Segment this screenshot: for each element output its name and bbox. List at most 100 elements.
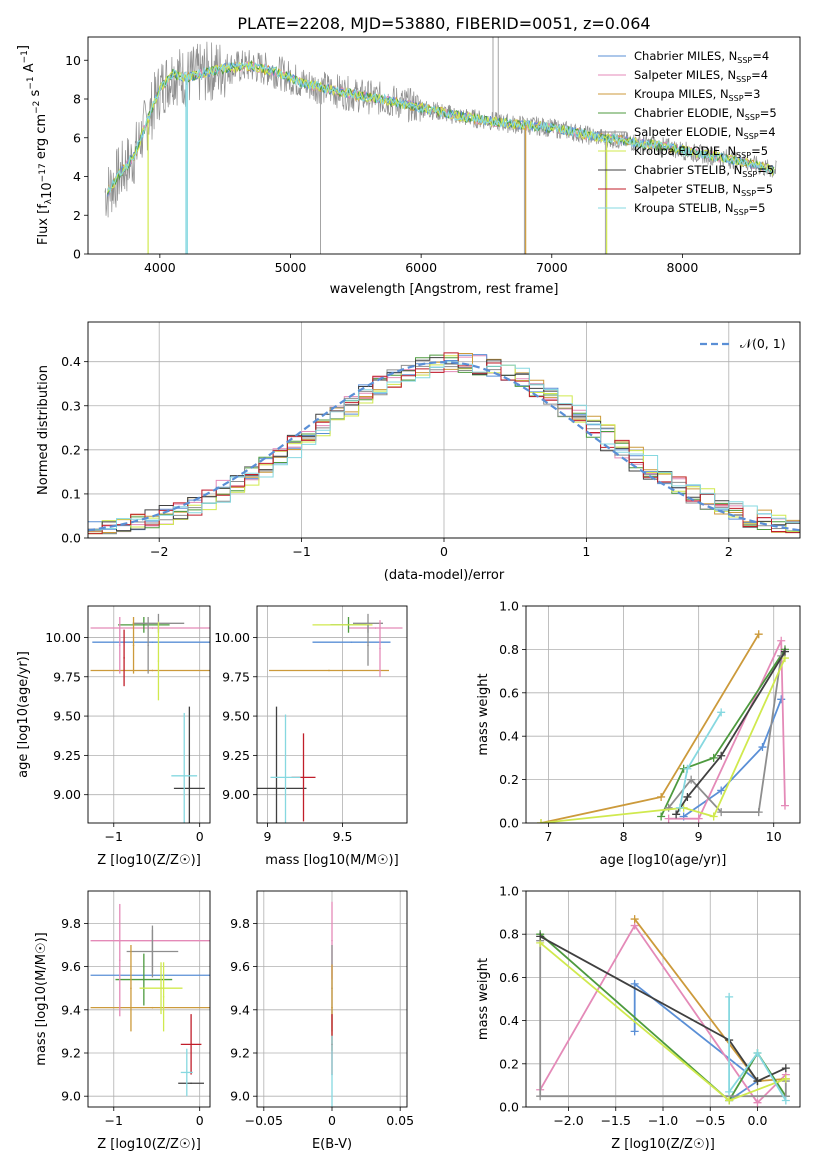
x-tick-label: 0 <box>196 829 204 844</box>
x-axis-label: Z [log10(Z/Z☉)] <box>97 1137 201 1152</box>
data-marker <box>630 1027 639 1036</box>
data-point <box>331 1006 333 1009</box>
mass-weight-line <box>668 640 786 820</box>
data-point <box>143 624 145 626</box>
y-tick-label: 0.0 <box>499 1100 519 1115</box>
y-tick-label: 9.2 <box>230 1046 250 1061</box>
legend-entry: Chabrier MILES, NSSP=4 <box>634 49 769 65</box>
x-tick-label: 8000 <box>667 260 699 275</box>
x-tick-label: 1 <box>582 544 590 559</box>
data-point <box>350 641 353 643</box>
residual-histogram <box>88 361 800 531</box>
y-tick-label: 10.00 <box>214 630 250 645</box>
normal-reference-curve <box>88 360 800 532</box>
y-tick-label: 0 <box>73 247 81 262</box>
mass-vs-ebv-panel: −0.05 0 0.05 9.0 9.2 9.4 9.6 9.8 E(B-V) <box>230 890 414 1152</box>
y-tick-label: 9.50 <box>222 709 250 724</box>
data-point <box>160 987 162 989</box>
data-marker <box>780 801 789 810</box>
data-point <box>275 787 278 790</box>
x-axis-label: E(B-V) <box>312 1137 352 1152</box>
plot-area <box>537 630 789 823</box>
y-axis-label: age [log10(age/yr)] <box>16 651 31 778</box>
x-tick-label: 5000 <box>275 260 307 275</box>
data-marker <box>777 695 786 704</box>
mass-weight-line <box>633 982 760 1102</box>
model-fit-line <box>107 60 775 191</box>
data-marker <box>725 1096 734 1105</box>
data-point <box>143 978 145 981</box>
y-tick-label: 8 <box>73 92 81 107</box>
y-tick-label: 0.6 <box>499 970 519 985</box>
data-marker <box>754 630 763 639</box>
legend-entry: Salpeter STELIB, NSSP=5 <box>634 182 773 198</box>
data-marker <box>781 1074 790 1083</box>
mass-weight-line <box>728 996 787 1101</box>
data-point <box>331 939 333 942</box>
data-marker <box>780 647 789 656</box>
y-tick-label: 0.2 <box>499 772 519 787</box>
data-point <box>151 641 154 643</box>
data-marker <box>717 786 726 795</box>
x-axis-label: wavelength [Angstrom, rest frame] <box>330 282 559 297</box>
x-tick-label: 0 <box>328 1113 336 1128</box>
data-point <box>190 1043 192 1046</box>
x-tick-label: 10 <box>766 829 782 844</box>
plot-area <box>536 915 790 1107</box>
data-point <box>188 787 191 790</box>
data-point <box>151 627 154 629</box>
mass-weight-line <box>675 651 786 815</box>
data-marker <box>537 819 546 823</box>
y-tick-label: 9.50 <box>53 709 81 724</box>
y-tick-label: 0.0 <box>499 816 519 831</box>
data-point <box>157 660 160 662</box>
data-marker <box>754 808 763 817</box>
data-marker <box>675 803 684 812</box>
data-marker <box>683 764 692 773</box>
x-tick-label: 0.0 <box>748 1113 768 1128</box>
data-marker <box>753 1077 762 1086</box>
data-marker <box>694 814 703 823</box>
x-tick-label: 0 <box>196 1113 204 1128</box>
x-tick-label: 8 <box>620 829 628 844</box>
plot-area <box>90 903 210 1097</box>
x-tick-label: 9 <box>264 829 272 844</box>
data-point <box>151 1006 154 1009</box>
data-point <box>331 1073 333 1076</box>
data-marker <box>709 753 718 762</box>
axes-frame <box>525 605 801 824</box>
x-tick-label: 9.5 <box>333 829 353 844</box>
data-point <box>123 657 125 659</box>
plot-area <box>88 352 800 535</box>
y-tick-label: 9.8 <box>61 916 81 931</box>
data-marker <box>683 792 692 801</box>
age-vs-mass-panel: 9 9.5 9.00 9.25 9.50 9.75 10.00 mass [log10(M/M… <box>214 605 408 868</box>
data-marker <box>630 979 639 988</box>
mass-weight-line <box>540 633 760 823</box>
x-tick-label: 0 <box>440 544 448 559</box>
x-tick-label: −1 <box>292 544 310 559</box>
x-axis-label: age [log10(age/yr)] <box>600 853 727 868</box>
data-marker <box>725 992 734 1001</box>
x-tick-label: −2.0 <box>553 1113 583 1128</box>
legend-entry: Salpeter MILES, NSSP=4 <box>634 68 768 84</box>
x-tick-label: −1.0 <box>648 1113 678 1128</box>
data-point <box>118 959 121 961</box>
data-point <box>190 1082 192 1085</box>
data-point <box>379 647 381 650</box>
legend-entry: Salpeter ELODIE, NSSP=4 <box>634 125 776 141</box>
y-tick-label: 9.00 <box>53 787 81 802</box>
plot-area <box>331 901 333 1107</box>
data-marker <box>657 812 666 821</box>
x-tick-label: −1 <box>105 829 123 844</box>
data-marker <box>777 636 786 645</box>
y-tick-label: 0.4 <box>499 1013 519 1028</box>
y-axis-label: mass [log10(M/M☉)] <box>34 932 49 1065</box>
data-marker <box>687 775 696 784</box>
x-tick-label: 6000 <box>405 260 437 275</box>
x-axis-label: mass [log10(M/M☉)] <box>265 853 398 868</box>
mass-weight-vs-age-panel: 7 8 9 10 0.0 0.2 0.4 0.6 0.8 1.0 age [log10(age/yr… <box>476 599 801 868</box>
data-marker <box>536 1092 545 1101</box>
x-axis-label: Z [log10(Z/Z☉)] <box>97 853 201 868</box>
data-marker <box>664 814 673 823</box>
